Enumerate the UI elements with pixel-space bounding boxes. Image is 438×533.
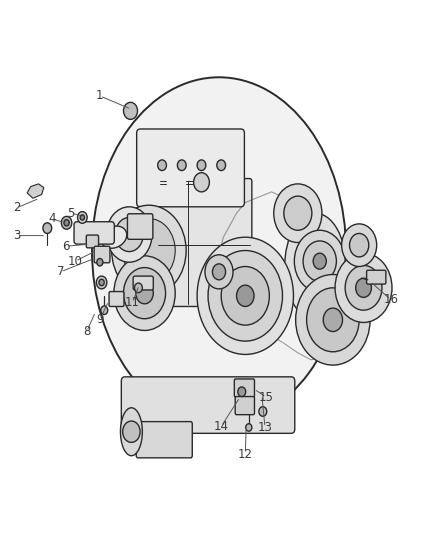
Circle shape: [123, 421, 140, 442]
Circle shape: [158, 160, 166, 171]
Circle shape: [284, 196, 312, 230]
FancyBboxPatch shape: [109, 292, 124, 306]
Text: 4: 4: [48, 212, 56, 225]
Circle shape: [115, 217, 143, 252]
Ellipse shape: [120, 408, 142, 456]
FancyBboxPatch shape: [136, 422, 192, 458]
FancyBboxPatch shape: [234, 379, 254, 397]
Circle shape: [96, 276, 107, 289]
Circle shape: [238, 387, 246, 397]
Circle shape: [274, 184, 322, 243]
Circle shape: [124, 268, 166, 319]
Circle shape: [212, 264, 226, 280]
Ellipse shape: [101, 226, 127, 248]
Circle shape: [106, 207, 152, 262]
Circle shape: [136, 282, 153, 304]
Circle shape: [303, 241, 336, 281]
FancyBboxPatch shape: [94, 246, 110, 263]
Circle shape: [345, 265, 382, 310]
Circle shape: [246, 424, 252, 431]
FancyBboxPatch shape: [133, 276, 153, 290]
Text: 10: 10: [68, 255, 83, 268]
Ellipse shape: [92, 77, 346, 424]
Circle shape: [335, 253, 392, 322]
Text: 16: 16: [383, 293, 398, 306]
Circle shape: [134, 283, 142, 293]
Text: 7: 7: [57, 265, 64, 278]
Text: 15: 15: [259, 391, 274, 403]
FancyBboxPatch shape: [367, 270, 386, 284]
Circle shape: [177, 160, 186, 171]
Circle shape: [217, 160, 226, 171]
Circle shape: [99, 279, 104, 286]
Circle shape: [80, 215, 85, 220]
Text: 3: 3: [13, 229, 20, 242]
Circle shape: [64, 220, 69, 226]
Circle shape: [294, 230, 345, 292]
Circle shape: [112, 205, 186, 296]
FancyBboxPatch shape: [74, 222, 114, 244]
Text: 13: 13: [258, 421, 272, 434]
Text: 1: 1: [96, 90, 104, 102]
Circle shape: [194, 173, 209, 192]
Text: 12: 12: [238, 448, 253, 461]
Text: 5: 5: [67, 207, 74, 220]
FancyBboxPatch shape: [155, 179, 252, 306]
Circle shape: [114, 256, 175, 330]
Circle shape: [296, 274, 370, 365]
Text: 6: 6: [62, 240, 70, 253]
FancyBboxPatch shape: [235, 397, 254, 415]
Ellipse shape: [285, 213, 346, 320]
Circle shape: [221, 266, 269, 325]
Text: 14: 14: [214, 420, 229, 433]
FancyBboxPatch shape: [127, 214, 153, 239]
Circle shape: [237, 285, 254, 306]
FancyBboxPatch shape: [86, 235, 99, 248]
Circle shape: [307, 288, 359, 352]
Circle shape: [350, 233, 369, 257]
Circle shape: [197, 237, 293, 354]
Text: 8: 8: [83, 325, 90, 338]
Circle shape: [101, 306, 108, 314]
Circle shape: [342, 224, 377, 266]
Text: 2: 2: [13, 201, 21, 214]
Text: 11: 11: [125, 296, 140, 309]
Circle shape: [259, 407, 267, 416]
Circle shape: [356, 278, 371, 297]
FancyBboxPatch shape: [121, 377, 295, 433]
Circle shape: [61, 216, 72, 229]
Circle shape: [123, 219, 175, 282]
Polygon shape: [27, 184, 44, 198]
Circle shape: [97, 259, 103, 266]
Circle shape: [197, 160, 206, 171]
Circle shape: [313, 253, 326, 269]
Circle shape: [205, 255, 233, 289]
Text: 9: 9: [96, 313, 104, 326]
Circle shape: [43, 223, 52, 233]
Circle shape: [208, 251, 283, 341]
Circle shape: [323, 308, 343, 332]
FancyBboxPatch shape: [137, 129, 244, 207]
Circle shape: [124, 102, 138, 119]
Circle shape: [78, 212, 87, 223]
